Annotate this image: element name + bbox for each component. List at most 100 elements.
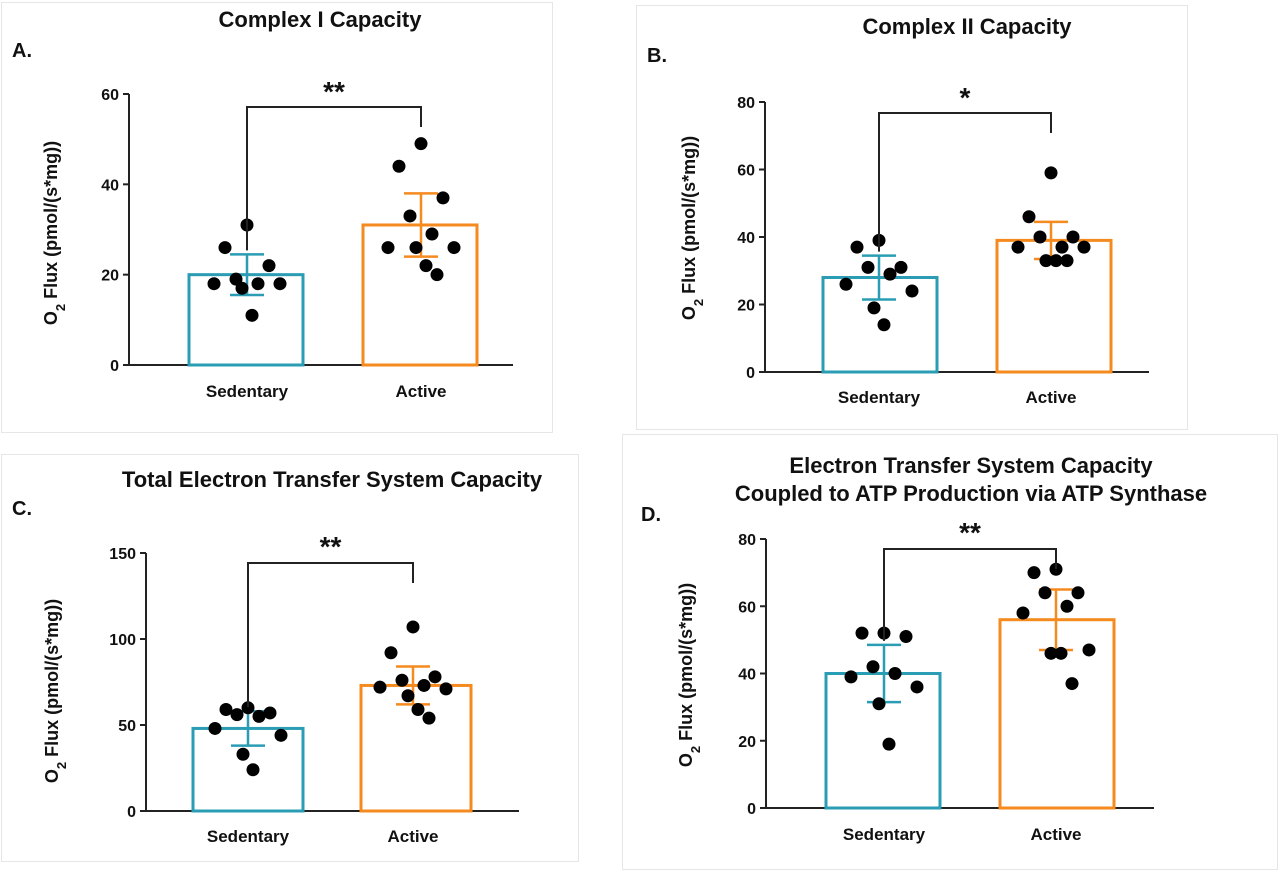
chart-a: Complex I Capacity A. O2 Flux (pmol/(s*mg)… <box>12 7 513 401</box>
y-tick-label: 40 <box>737 230 755 247</box>
data-point <box>252 709 266 723</box>
y-tick-label: 150 <box>109 546 136 563</box>
y-axis-label: O2 Flux (pmol/(s*mg)) <box>42 599 69 783</box>
y-tick-label: 80 <box>737 95 755 112</box>
data-point <box>236 747 250 761</box>
data-point <box>1082 643 1096 657</box>
significance-bracket <box>883 548 1057 641</box>
y-axis-label-rest: Flux (pmol/(s*mg)) <box>679 136 699 299</box>
data-point <box>1027 566 1041 580</box>
data-point <box>230 708 244 722</box>
data-point <box>1054 646 1068 660</box>
data-point <box>850 240 864 254</box>
data-point <box>1071 586 1085 600</box>
data-point <box>208 721 222 735</box>
data-point <box>1049 562 1063 576</box>
significance-label: ** <box>323 76 345 107</box>
data-point <box>1060 599 1074 613</box>
data-point <box>273 277 287 291</box>
y-axis-label: O2 Flux (pmol/(s*mg)) <box>679 136 706 320</box>
data-point <box>414 137 428 151</box>
chart-d: Electron Transfer System Capacity Coupled… <box>641 453 1207 844</box>
data-point <box>1066 230 1080 244</box>
data-point <box>235 281 249 295</box>
panel-letter: C. <box>12 498 32 520</box>
data-point <box>241 701 255 715</box>
y-axis-label-rest: Flux (pmol/(s*mg)) <box>676 583 696 746</box>
y-tick-label: 80 <box>738 532 756 549</box>
data-point <box>274 728 288 742</box>
y-tick-label: 50 <box>118 718 136 735</box>
data-point <box>392 159 406 173</box>
data-point <box>381 241 395 255</box>
chart-title: Complex I Capacity <box>219 7 423 32</box>
significance-label: * <box>960 82 971 113</box>
data-point <box>218 241 232 255</box>
significance-label: ** <box>959 517 981 548</box>
data-point <box>401 689 415 703</box>
data-point <box>866 660 880 674</box>
data-point <box>430 268 444 282</box>
data-point <box>251 277 265 291</box>
x-category-label: Active <box>387 827 438 846</box>
y-tick-label: 40 <box>101 177 119 194</box>
data-point <box>1044 166 1058 180</box>
chart-b: Complex II Capacity B. O2 Flux (pmol/(s*mg… <box>647 14 1149 407</box>
panel-d: Electron Transfer System Capacity Coupled… <box>622 434 1278 870</box>
panel-a: Complex I Capacity A. O2 Flux (pmol/(s*mg)… <box>1 2 553 433</box>
x-category-label: Sedentary <box>838 388 921 407</box>
y-axis-label-o: O <box>41 311 61 325</box>
data-point <box>899 630 913 644</box>
data-point <box>867 301 881 315</box>
y-axis-label: O2 Flux (pmol/(s*mg)) <box>676 583 703 767</box>
significance-label: ** <box>320 531 342 562</box>
data-point <box>409 241 423 255</box>
y-axis-label-rest: Flux (pmol/(s*mg)) <box>42 599 62 762</box>
data-point <box>263 706 277 720</box>
data-point <box>384 646 398 660</box>
data-point <box>373 680 387 694</box>
x-category-label: Sedentary <box>207 827 290 846</box>
x-category-label: Active <box>1025 388 1076 407</box>
y-axis-label-sub: 2 <box>691 299 706 306</box>
data-point <box>1044 646 1058 660</box>
y-axis-label: O2 Flux (pmol/(s*mg)) <box>41 141 68 325</box>
y-tick-label: 60 <box>101 87 119 104</box>
panel-letter: B. <box>647 45 667 67</box>
panel-b: Complex II Capacity B. O2 Flux (pmol/(s*mg… <box>636 5 1188 430</box>
data-point <box>1033 230 1047 244</box>
y-tick-label: 0 <box>127 804 136 821</box>
data-point <box>894 260 908 274</box>
data-point <box>219 703 233 717</box>
data-point <box>888 667 902 680</box>
data-point <box>872 697 886 711</box>
data-point <box>1049 254 1063 268</box>
data-point <box>262 259 276 273</box>
y-tick-label: 0 <box>110 358 119 375</box>
data-point <box>1055 240 1069 254</box>
chart-c: Total Electron Transfer System Capacity C… <box>12 467 543 846</box>
data-point <box>1039 254 1053 268</box>
x-category-label: Active <box>1030 825 1081 844</box>
data-point <box>1065 677 1079 691</box>
y-axis-label-rest: Flux (pmol/(s*mg)) <box>41 141 61 304</box>
panel-c: Total Electron Transfer System Capacity C… <box>1 454 579 862</box>
y-axis-label-sub: 2 <box>54 762 69 769</box>
data-point <box>406 620 420 634</box>
x-category-label: Sedentary <box>843 825 926 844</box>
data-point <box>910 680 924 694</box>
data-point <box>882 737 896 751</box>
data-point <box>1022 210 1036 224</box>
data-point <box>1060 254 1074 268</box>
data-point <box>425 227 439 241</box>
y-axis-label-o: O <box>676 753 696 767</box>
data-point <box>883 267 897 281</box>
data-point <box>419 259 433 273</box>
panel-letter: D. <box>641 504 661 526</box>
data-point <box>447 241 461 255</box>
y-tick-label: 0 <box>747 801 756 818</box>
data-point <box>839 277 853 291</box>
data-point <box>855 626 869 640</box>
y-tick-label: 20 <box>101 268 119 285</box>
y-tick-label: 40 <box>738 667 756 684</box>
